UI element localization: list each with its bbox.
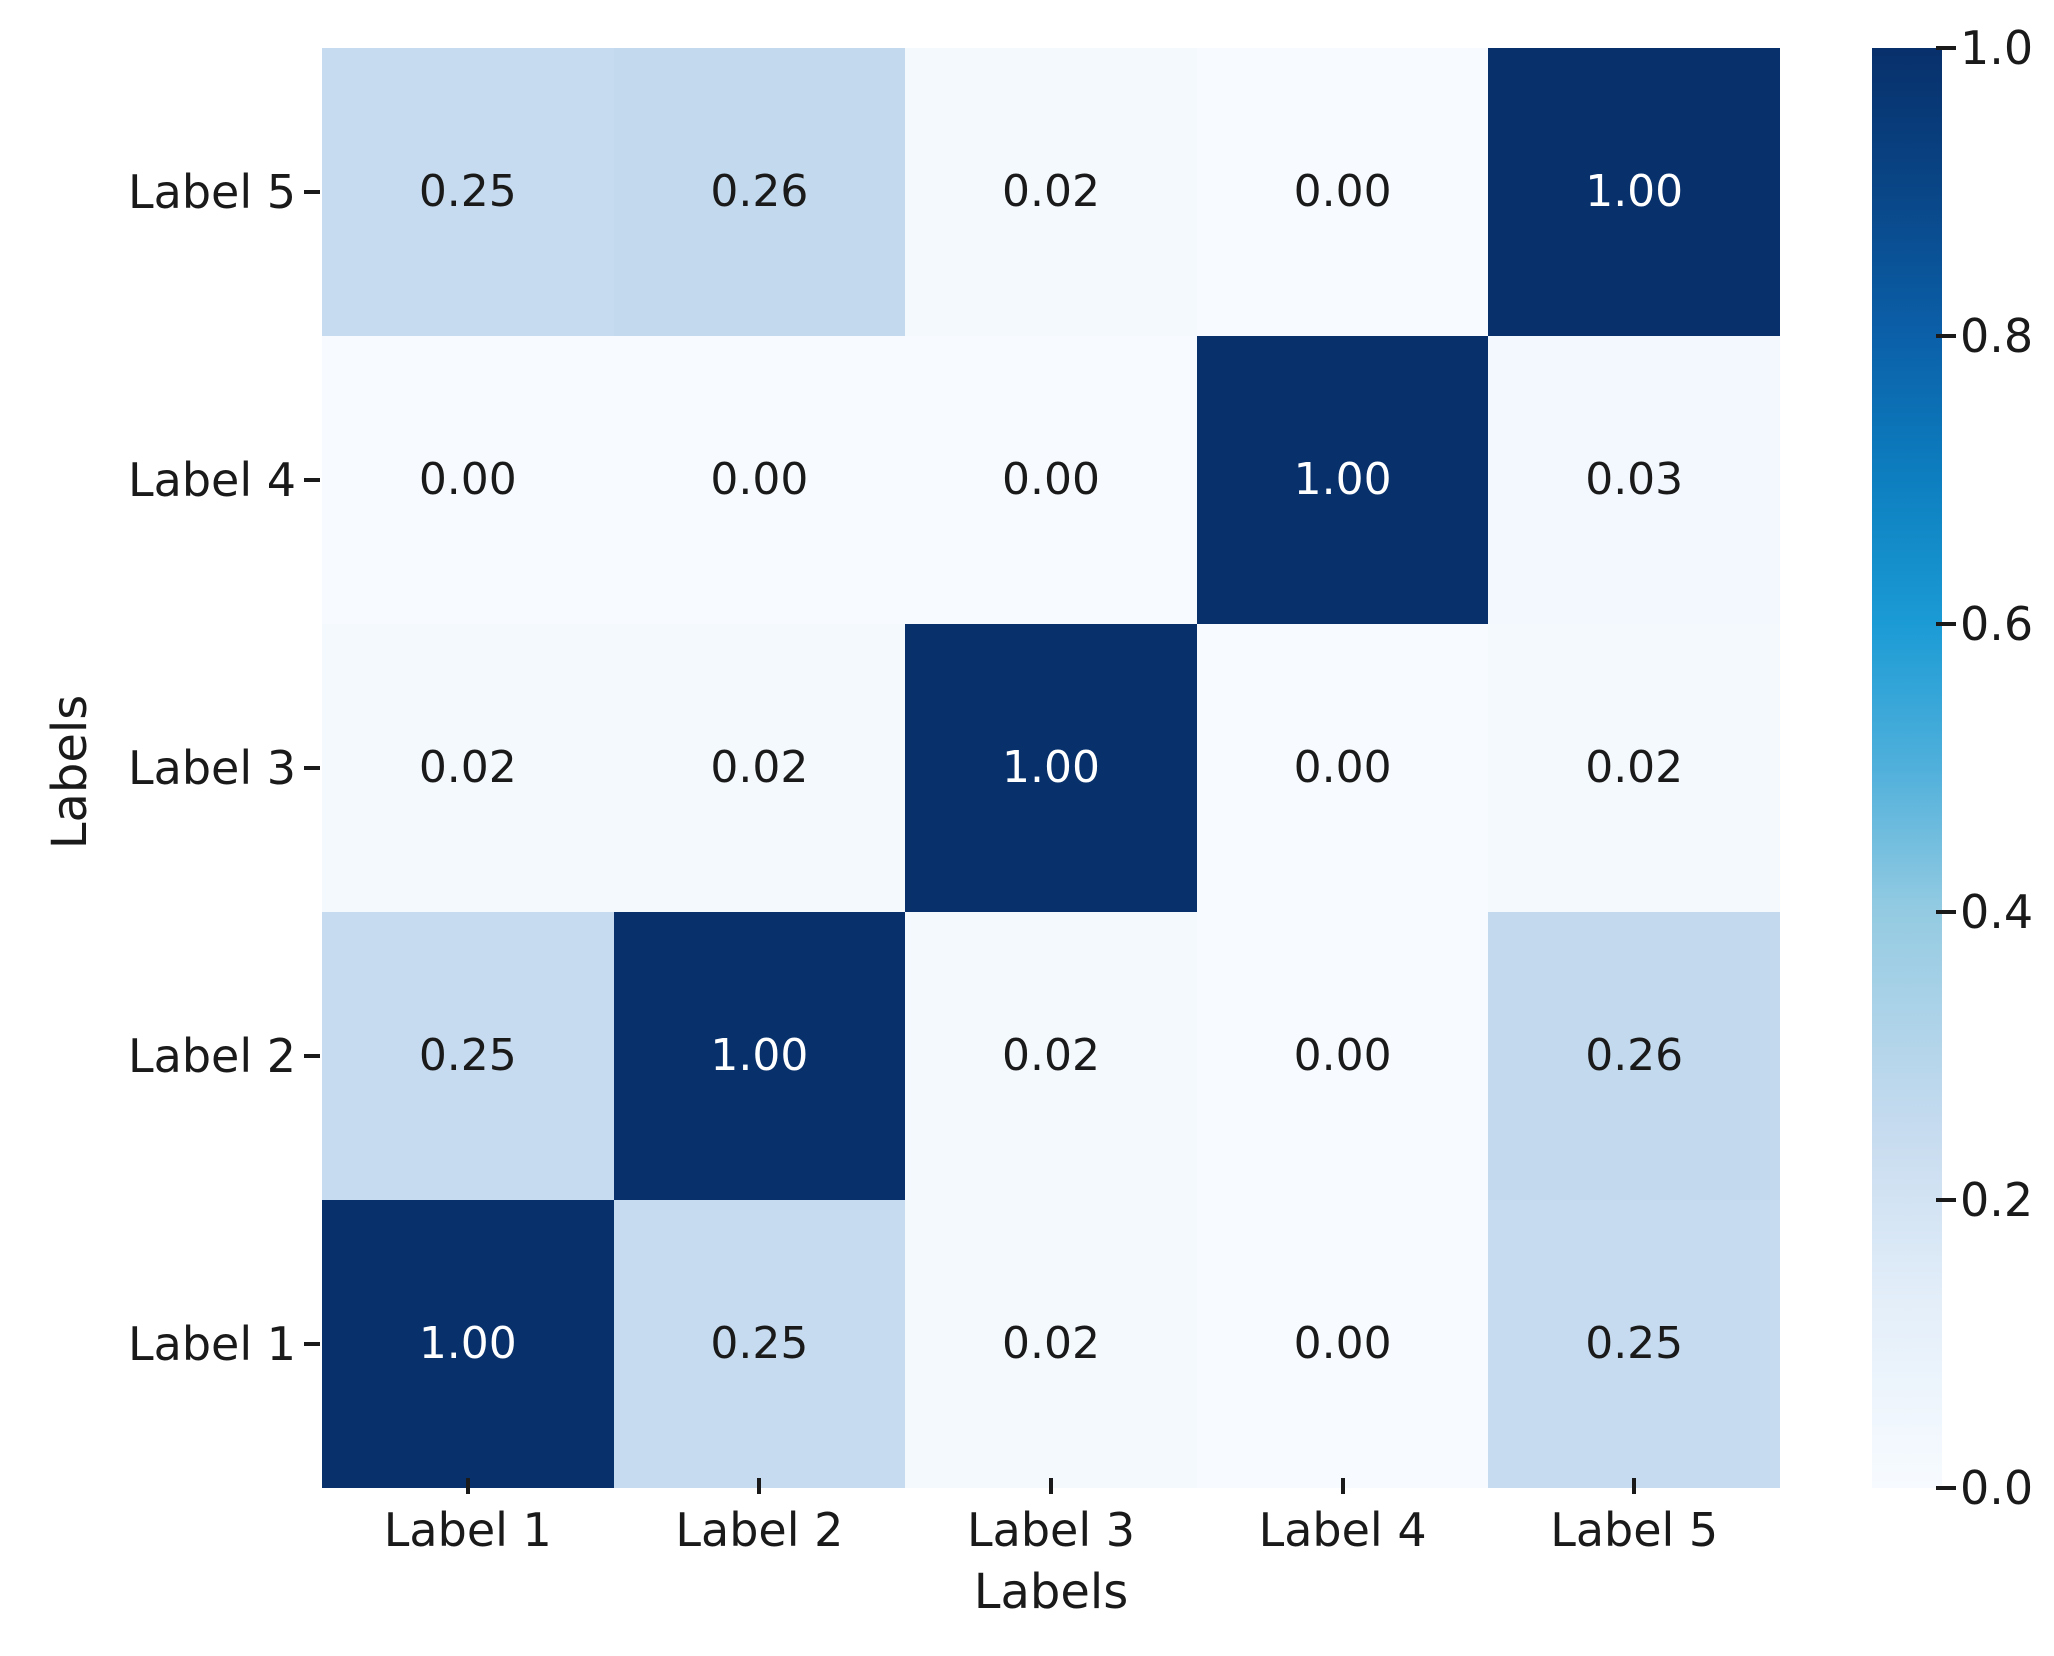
cell-value: 0.00 — [1293, 1318, 1392, 1369]
colorbar-tick-mark — [1936, 1486, 1956, 1490]
cell-value: 0.26 — [1585, 1030, 1684, 1081]
heatmap-cell: 0.00 — [1196, 48, 1489, 336]
heatmap-cell: 0.26 — [613, 48, 906, 336]
colorbar-tick-label: 0.4 — [1960, 885, 2034, 939]
heatmap-cell: 1.00 — [1196, 336, 1489, 624]
cell-value: 1.00 — [418, 1318, 517, 1369]
heatmap-cell: 0.02 — [322, 624, 614, 912]
heatmap-cell: 0.02 — [1488, 624, 1780, 912]
y-tick-label: Label 4 — [128, 453, 296, 507]
cell-value: 0.25 — [418, 1030, 517, 1081]
colorbar-tick-label: 0.0 — [1960, 1461, 2034, 1515]
heatmap-cell: 0.00 — [613, 336, 906, 624]
heatmap-cell: 1.00 — [1488, 48, 1780, 336]
heatmap-cell: 0.02 — [905, 912, 1197, 1200]
heatmap-cell: 0.00 — [322, 336, 614, 624]
heatmap-grid: 0.25 0.26 0.02 0.00 1.00 0.00 0.00 0.00 1.00 0.03… — [322, 48, 1780, 1488]
cell-value: 0.02 — [1002, 1318, 1100, 1369]
colorbar-tick-mark — [1936, 1198, 1956, 1202]
heatmap-cell: 0.25 — [322, 912, 614, 1200]
colorbar-tick-mark — [1936, 334, 1956, 338]
y-tick-mark — [304, 190, 320, 194]
cell-value: 0.02 — [1002, 1030, 1100, 1081]
x-tick-mark — [1049, 1478, 1053, 1494]
cell-value: 0.00 — [418, 454, 517, 505]
cell-value: 0.00 — [1293, 742, 1392, 793]
cell-value: 0.00 — [1293, 1030, 1392, 1081]
cell-value: 0.02 — [710, 742, 809, 793]
cell-value: 0.02 — [1002, 166, 1100, 217]
heatmap-cell: 0.25 — [322, 48, 614, 336]
y-tick-mark — [304, 1054, 320, 1058]
x-tick-mark — [1632, 1478, 1637, 1494]
colorbar-tick-mark — [1936, 46, 1956, 50]
cell-value: 0.00 — [1002, 454, 1100, 505]
heatmap-cell: 0.02 — [905, 1200, 1197, 1488]
x-axis-title: Labels — [973, 1564, 1129, 1620]
heatmap-cell: 0.00 — [905, 336, 1197, 624]
heatmap-cell: 1.00 — [905, 624, 1197, 912]
x-tick-mark — [465, 1478, 470, 1494]
cell-value: 1.00 — [1585, 166, 1684, 217]
cell-value: 0.25 — [710, 1318, 809, 1369]
x-tick-label: Label 1 — [383, 1503, 552, 1557]
cell-value: 1.00 — [710, 1030, 809, 1081]
x-tick-label: Label 5 — [1550, 1503, 1719, 1557]
x-tick-label: Label 2 — [675, 1503, 844, 1557]
y-tick-label: Label 5 — [128, 165, 296, 219]
colorbar-tick-label: 0.2 — [1960, 1173, 2034, 1227]
heatmap-cell: 0.00 — [1196, 912, 1489, 1200]
x-tick-label: Label 4 — [1258, 1503, 1427, 1557]
colorbar-gradient — [1872, 48, 1942, 1488]
x-tick-label: Label 3 — [967, 1503, 1135, 1557]
cell-value: 0.03 — [1585, 454, 1684, 505]
colorbar-tick-label: 0.8 — [1960, 309, 2034, 363]
heatmap-cell: 0.00 — [1196, 1200, 1489, 1488]
y-tick-label: Label 2 — [128, 1029, 296, 1083]
y-tick-mark — [304, 478, 320, 482]
heatmap-cell: 1.00 — [613, 912, 906, 1200]
y-tick-label: Label 3 — [128, 741, 296, 795]
cell-value: 0.26 — [710, 166, 809, 217]
cell-value: 1.00 — [1293, 454, 1392, 505]
heatmap-cell: 0.25 — [1488, 1200, 1780, 1488]
colorbar-tick-mark — [1936, 910, 1956, 914]
cell-value: 0.02 — [418, 742, 517, 793]
x-tick-mark — [757, 1478, 762, 1494]
colorbar-tick-mark — [1936, 622, 1956, 626]
heatmap-cell: 0.26 — [1488, 912, 1780, 1200]
cell-value: 0.02 — [1585, 742, 1684, 793]
y-tick-label: Label 1 — [128, 1317, 296, 1371]
heatmap-cell: 0.00 — [1196, 624, 1489, 912]
heatmap-cell: 0.02 — [613, 624, 906, 912]
cell-value: 1.00 — [1002, 742, 1100, 793]
heatmap-cell: 1.00 — [322, 1200, 614, 1488]
cell-value: 0.25 — [1585, 1318, 1684, 1369]
y-tick-mark — [304, 1342, 320, 1346]
colorbar-tick-label: 1.0 — [1960, 21, 2034, 75]
cell-value: 0.00 — [710, 454, 809, 505]
y-tick-mark — [304, 766, 320, 770]
cell-value: 0.25 — [418, 166, 517, 217]
x-tick-mark — [1340, 1478, 1345, 1494]
heatmap-cell: 0.02 — [905, 48, 1197, 336]
colorbar-tick-label: 0.6 — [1960, 597, 2034, 651]
heatmap-cell: 0.03 — [1488, 336, 1780, 624]
cell-value: 0.00 — [1293, 166, 1392, 217]
heatmap-cell: 0.25 — [613, 1200, 906, 1488]
